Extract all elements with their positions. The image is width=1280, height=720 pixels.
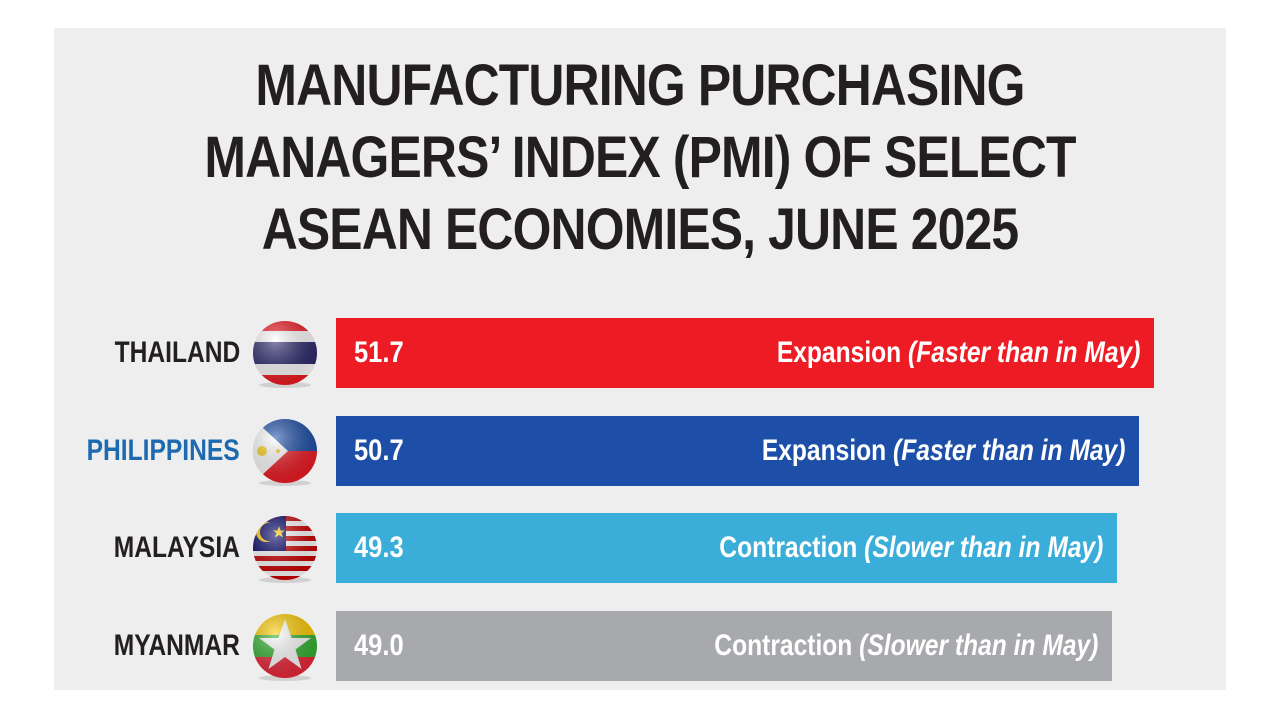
bar-row-malaysia: MALAYSIA 49.3 Contraction (Slower than in… bbox=[0, 513, 1280, 593]
thailand-flag-icon bbox=[250, 318, 320, 388]
malaysia-flag-icon bbox=[250, 513, 320, 583]
status-label-myanmar: Contraction (Slower than in May) bbox=[714, 611, 1098, 681]
category-label-myanmar: MYANMAR bbox=[113, 629, 240, 662]
bar-row-philippines: PHILIPPINES 50.7 Expansion (Faster than i… bbox=[0, 416, 1280, 496]
category-label-malaysia: MALAYSIA bbox=[113, 531, 240, 564]
status-note: (Slower than in May) bbox=[863, 531, 1103, 564]
category-label-thailand: THAILAND bbox=[114, 336, 240, 369]
status-note: (Faster than in May) bbox=[892, 434, 1125, 467]
bar-row-myanmar: MYANMAR 49.0 Contraction (Slower than in … bbox=[0, 611, 1280, 691]
status-note: (Slower than in May) bbox=[858, 629, 1098, 662]
chart-title: MANUFACTURING PURCHASING MANAGERS’ INDEX… bbox=[90, 50, 1191, 266]
philippines-flag-icon bbox=[250, 416, 320, 486]
status-label-thailand: Expansion (Faster than in May) bbox=[776, 318, 1140, 388]
bar-malaysia: 49.3 Contraction (Slower than in May) bbox=[336, 513, 1117, 583]
title-line-1: MANUFACTURING PURCHASING bbox=[255, 53, 1025, 118]
value-label-malaysia: 49.3 bbox=[354, 531, 404, 564]
value-label-thailand: 51.7 bbox=[354, 336, 404, 369]
value-label-myanmar: 49.0 bbox=[354, 629, 404, 662]
myanmar-flag-icon bbox=[250, 611, 320, 681]
status-label-philippines: Expansion (Faster than in May) bbox=[761, 416, 1125, 486]
status-note: (Faster than in May) bbox=[907, 336, 1140, 369]
status-text: Expansion bbox=[776, 336, 908, 369]
title-line-2: MANAGERS’ INDEX (PMI) OF SELECT bbox=[204, 125, 1076, 190]
status-label-malaysia: Contraction (Slower than in May) bbox=[719, 513, 1103, 583]
bar-thailand: 51.7 Expansion (Faster than in May) bbox=[336, 318, 1154, 388]
title-line-3: ASEAN ECONOMIES, JUNE 2025 bbox=[261, 197, 1019, 262]
status-text: Expansion bbox=[761, 434, 893, 467]
bar-row-thailand: THAILAND 51.7 Expansion (Faster than in M… bbox=[0, 318, 1280, 398]
category-label-philippines: PHILIPPINES bbox=[86, 434, 240, 467]
status-text: Contraction bbox=[718, 531, 864, 564]
status-text: Contraction bbox=[713, 629, 859, 662]
value-label-philippines: 50.7 bbox=[354, 434, 404, 467]
bar-philippines: 50.7 Expansion (Faster than in May) bbox=[336, 416, 1139, 486]
bar-myanmar: 49.0 Contraction (Slower than in May) bbox=[336, 611, 1112, 681]
